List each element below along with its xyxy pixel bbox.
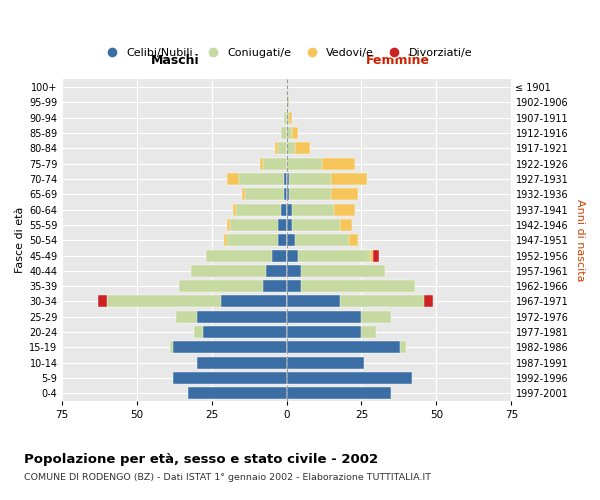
Bar [278,142,287,154]
Bar [287,173,331,185]
Bar [287,219,292,231]
Bar [98,296,287,308]
Bar [287,127,292,139]
Bar [266,265,287,277]
Bar [203,326,287,338]
Bar [233,204,287,216]
Bar [287,296,424,308]
Bar [287,265,301,277]
Bar [170,342,287,353]
Bar [263,158,287,170]
Bar [278,234,287,246]
Bar [287,188,358,200]
Bar [287,265,385,277]
Bar [227,173,287,185]
Y-axis label: Anni di nascita: Anni di nascita [575,199,585,281]
Bar [221,296,287,308]
Bar [287,311,361,322]
Bar [287,372,412,384]
Bar [194,326,287,338]
Text: Popolazione per età, sesso e stato civile - 2002: Popolazione per età, sesso e stato civil… [24,452,378,466]
Bar [287,127,298,139]
Bar [287,204,355,216]
Bar [287,250,373,262]
Bar [287,234,295,246]
Bar [284,112,287,124]
Bar [287,173,289,185]
Bar [191,265,287,277]
Bar [239,173,287,185]
Bar [287,342,406,353]
Bar [245,188,287,200]
Bar [197,356,287,368]
Bar [173,372,287,384]
Bar [287,173,367,185]
Bar [263,280,287,292]
Y-axis label: Fasce di età: Fasce di età [15,207,25,274]
Bar [287,250,370,262]
Bar [107,296,287,308]
Bar [242,188,287,200]
Text: Femmine: Femmine [365,54,430,67]
Bar [281,127,287,139]
Bar [287,280,301,292]
Bar [287,250,298,262]
Bar [284,173,287,185]
Bar [179,280,287,292]
Bar [287,219,340,231]
Bar [287,296,340,308]
Bar [287,342,400,353]
Bar [287,204,292,216]
Bar [287,142,310,154]
Bar [272,250,287,262]
Bar [287,112,289,124]
Bar [227,234,287,246]
Bar [287,234,349,246]
Bar [236,204,287,216]
Bar [206,250,287,262]
Bar [176,311,287,322]
Bar [197,311,287,322]
Bar [173,342,287,353]
Bar [284,188,287,200]
Bar [281,204,287,216]
Bar [287,326,376,338]
Bar [287,388,391,400]
Bar [287,158,322,170]
Bar [287,219,352,231]
Bar [227,219,287,231]
Bar [287,280,415,292]
Bar [287,356,364,368]
Bar [287,326,361,338]
Bar [287,234,358,246]
Text: COMUNE DI RODENGO (BZ) - Dati ISTAT 1° gennaio 2002 - Elaborazione TUTTITALIA.IT: COMUNE DI RODENGO (BZ) - Dati ISTAT 1° g… [24,472,431,482]
Bar [287,96,289,108]
Bar [287,311,391,322]
Bar [230,219,287,231]
Bar [287,296,433,308]
Bar [287,112,292,124]
Bar [287,188,289,200]
Bar [287,142,295,154]
Bar [275,142,287,154]
Bar [287,158,355,170]
Bar [260,158,287,170]
Text: Maschi: Maschi [151,54,200,67]
Bar [287,250,379,262]
Bar [278,219,287,231]
Bar [287,204,334,216]
Bar [287,188,331,200]
Bar [188,388,287,400]
Bar [224,234,287,246]
Legend: Celibi/Nubili, Coniugati/e, Vedovi/e, Divorziati/e: Celibi/Nubili, Coniugati/e, Vedovi/e, Di… [97,44,476,62]
